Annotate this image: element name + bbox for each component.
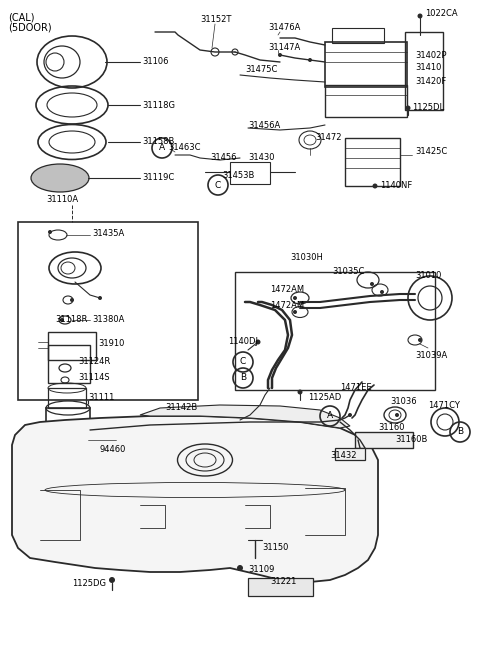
Text: (CAL): (CAL) <box>8 13 35 23</box>
Text: 31030H: 31030H <box>290 253 323 263</box>
Text: 31430: 31430 <box>248 153 275 162</box>
Text: 31039A: 31039A <box>415 350 447 360</box>
Circle shape <box>418 338 422 342</box>
Text: 1022CA: 1022CA <box>425 10 457 18</box>
Circle shape <box>109 577 115 583</box>
Circle shape <box>372 183 377 189</box>
Text: 31158B: 31158B <box>142 138 174 147</box>
Bar <box>48 332 96 360</box>
PathPatch shape <box>12 416 378 582</box>
Text: B: B <box>457 428 463 436</box>
Text: 31160B: 31160B <box>395 436 427 445</box>
Circle shape <box>48 230 52 234</box>
Text: 31463C: 31463C <box>168 143 201 153</box>
Bar <box>325 42 407 87</box>
Text: 31114S: 31114S <box>78 373 109 383</box>
Text: C: C <box>215 181 221 189</box>
Bar <box>355 432 413 448</box>
Text: A: A <box>327 411 333 421</box>
Text: 31380A: 31380A <box>92 316 124 324</box>
Bar <box>48 388 86 408</box>
Text: 31456A: 31456A <box>248 121 280 130</box>
Text: 1140DJ: 1140DJ <box>228 337 258 346</box>
Circle shape <box>308 58 312 62</box>
Text: 31453B: 31453B <box>222 170 254 179</box>
Text: 31010: 31010 <box>415 271 442 280</box>
Text: 31106: 31106 <box>142 58 168 67</box>
Circle shape <box>293 310 297 314</box>
Text: 31036: 31036 <box>390 398 417 407</box>
Text: 31150: 31150 <box>262 544 288 553</box>
Bar <box>48 345 90 383</box>
Text: 94460: 94460 <box>100 445 126 455</box>
Text: 31910: 31910 <box>98 339 124 348</box>
Bar <box>332 28 384 43</box>
Circle shape <box>406 105 410 111</box>
Circle shape <box>60 318 64 322</box>
Text: 31118R: 31118R <box>55 316 87 324</box>
Text: 1140NF: 1140NF <box>380 181 412 191</box>
Text: C: C <box>240 358 246 367</box>
Text: 31124R: 31124R <box>78 358 110 367</box>
Ellipse shape <box>31 164 89 192</box>
Circle shape <box>348 413 352 417</box>
Text: 31111: 31111 <box>88 394 114 403</box>
Text: 31410: 31410 <box>415 64 442 73</box>
Text: 31435A: 31435A <box>92 229 124 238</box>
Text: 31118G: 31118G <box>142 100 175 109</box>
Text: 31119C: 31119C <box>142 174 174 183</box>
Bar <box>248 578 313 596</box>
Circle shape <box>418 14 422 18</box>
Circle shape <box>380 290 384 294</box>
Text: 31402P: 31402P <box>415 50 446 60</box>
Circle shape <box>293 296 297 300</box>
PathPatch shape <box>140 405 350 428</box>
Bar <box>46 408 90 470</box>
Circle shape <box>255 339 261 345</box>
Text: 31110A: 31110A <box>46 195 78 204</box>
Text: 1125DG: 1125DG <box>72 578 106 588</box>
Text: (5DOOR): (5DOOR) <box>8 23 52 33</box>
Text: 31472: 31472 <box>315 134 341 143</box>
Text: 31152T: 31152T <box>200 16 231 24</box>
Text: 31425C: 31425C <box>415 147 447 157</box>
Text: 31147A: 31147A <box>268 43 300 52</box>
Text: 1125DL: 1125DL <box>412 103 444 113</box>
Text: 31142B: 31142B <box>165 403 197 413</box>
Bar <box>335 448 365 460</box>
Text: 31476A: 31476A <box>268 24 300 33</box>
Circle shape <box>70 298 74 302</box>
Bar <box>230 162 270 184</box>
Text: 31432: 31432 <box>330 451 357 460</box>
Text: 31456: 31456 <box>210 153 237 162</box>
Circle shape <box>278 53 282 57</box>
Text: 31160: 31160 <box>378 424 405 432</box>
Bar <box>18 222 198 400</box>
Circle shape <box>370 282 374 286</box>
Text: 31035C: 31035C <box>332 267 364 276</box>
Bar <box>88 432 116 454</box>
Bar <box>405 32 443 110</box>
Text: 1471EE: 1471EE <box>340 383 372 392</box>
Bar <box>325 85 407 117</box>
Text: 1125AD: 1125AD <box>308 394 341 403</box>
Text: B: B <box>240 373 246 383</box>
Circle shape <box>395 413 399 417</box>
Text: A: A <box>159 143 165 153</box>
Circle shape <box>298 390 302 394</box>
Text: 31109: 31109 <box>248 565 275 574</box>
Circle shape <box>237 565 243 571</box>
Text: 1472AM: 1472AM <box>270 286 304 295</box>
Text: 31221: 31221 <box>270 578 296 586</box>
Bar <box>345 138 400 186</box>
Text: 1471CY: 1471CY <box>428 400 460 409</box>
Bar <box>235 272 435 390</box>
Circle shape <box>98 296 102 300</box>
Text: 31420F: 31420F <box>415 77 446 86</box>
Text: 31475C: 31475C <box>245 66 277 75</box>
Text: 1472AM: 1472AM <box>270 301 304 310</box>
